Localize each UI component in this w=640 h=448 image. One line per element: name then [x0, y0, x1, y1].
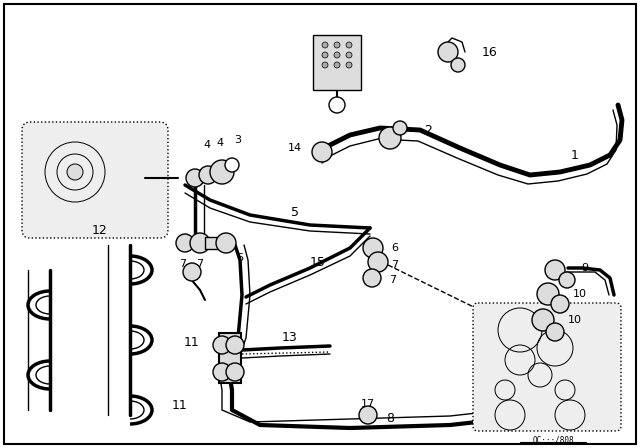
- Bar: [313, 35, 361, 90]
- Text: 11: 11: [172, 399, 188, 412]
- Circle shape: [210, 160, 234, 184]
- Circle shape: [176, 234, 194, 252]
- Text: 4: 4: [216, 138, 223, 148]
- Text: 7: 7: [179, 259, 187, 269]
- Circle shape: [532, 309, 554, 331]
- Circle shape: [334, 52, 340, 58]
- FancyBboxPatch shape: [473, 303, 621, 431]
- Text: 7: 7: [389, 275, 397, 285]
- Bar: [205, 237, 223, 249]
- Circle shape: [226, 336, 244, 354]
- Circle shape: [67, 164, 83, 180]
- Circle shape: [329, 97, 345, 113]
- Circle shape: [312, 142, 332, 162]
- Circle shape: [438, 42, 458, 62]
- Circle shape: [216, 233, 236, 253]
- Text: 1: 1: [571, 148, 579, 161]
- Circle shape: [334, 62, 340, 68]
- Text: 13: 13: [282, 331, 298, 344]
- Text: 6: 6: [392, 243, 399, 253]
- Text: 10: 10: [568, 315, 582, 325]
- Circle shape: [213, 336, 231, 354]
- Circle shape: [368, 252, 388, 272]
- Circle shape: [322, 42, 328, 48]
- Text: 4: 4: [204, 140, 211, 150]
- Circle shape: [190, 233, 210, 253]
- Circle shape: [363, 238, 383, 258]
- Circle shape: [322, 52, 328, 58]
- Circle shape: [186, 169, 204, 187]
- Circle shape: [199, 166, 217, 184]
- Circle shape: [363, 269, 381, 287]
- Text: OC···/808: OC···/808: [532, 435, 574, 444]
- Text: 17: 17: [361, 399, 375, 409]
- Text: 3: 3: [234, 135, 241, 145]
- Circle shape: [559, 272, 575, 288]
- Circle shape: [334, 42, 340, 48]
- Circle shape: [545, 260, 565, 280]
- Text: 6: 6: [237, 253, 243, 263]
- Circle shape: [183, 263, 201, 281]
- Circle shape: [379, 127, 401, 149]
- Circle shape: [537, 283, 559, 305]
- Text: 12: 12: [92, 224, 108, 237]
- Text: 14: 14: [288, 143, 302, 153]
- Circle shape: [226, 363, 244, 381]
- Text: 15: 15: [310, 255, 326, 268]
- Circle shape: [322, 62, 328, 68]
- Circle shape: [546, 323, 564, 341]
- Circle shape: [225, 158, 239, 172]
- Text: 8: 8: [386, 412, 394, 425]
- Text: 2: 2: [424, 124, 432, 137]
- Text: 7: 7: [196, 259, 204, 269]
- Circle shape: [346, 42, 352, 48]
- Circle shape: [393, 121, 407, 135]
- Text: 11: 11: [184, 336, 200, 349]
- Circle shape: [359, 406, 377, 424]
- Circle shape: [451, 58, 465, 72]
- Circle shape: [346, 52, 352, 58]
- Text: 10: 10: [573, 289, 587, 299]
- Text: 5: 5: [291, 206, 299, 219]
- Text: 16: 16: [482, 46, 498, 59]
- FancyBboxPatch shape: [22, 122, 168, 238]
- Circle shape: [346, 62, 352, 68]
- Circle shape: [551, 295, 569, 313]
- Circle shape: [213, 363, 231, 381]
- Text: 7: 7: [392, 260, 399, 270]
- Bar: [219, 333, 241, 383]
- Text: 9: 9: [581, 263, 589, 273]
